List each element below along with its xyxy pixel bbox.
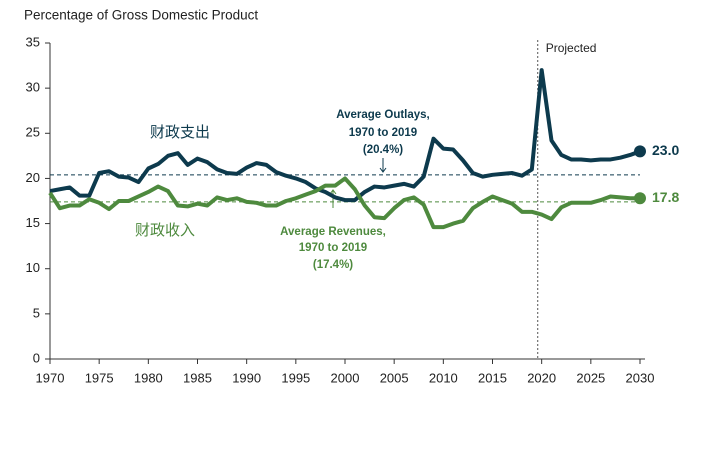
y-tick-label: 10 — [26, 260, 40, 275]
x-tick-label: 2015 — [478, 370, 507, 385]
x-tick-label: 1975 — [85, 370, 114, 385]
x-tick-label: 1990 — [232, 370, 261, 385]
annotation: 1970 to 2019 — [299, 242, 367, 254]
x-tick-label: 2005 — [380, 370, 409, 385]
value-label: 17.8 — [652, 189, 679, 205]
y-tick-label: 0 — [33, 350, 40, 365]
x-tick-label: 2025 — [576, 370, 605, 385]
annotation: Average Outlays, — [336, 109, 430, 121]
y-tick-label: 15 — [26, 215, 40, 230]
x-tick-label: 2030 — [626, 370, 655, 385]
annotation: 1970 to 2019 — [349, 127, 417, 139]
x-tick-label: 2010 — [429, 370, 458, 385]
x-tick-label: 1985 — [183, 370, 212, 385]
x-tick-label: 2000 — [331, 370, 360, 385]
end-point — [634, 192, 646, 205]
series-label: 财政支出 — [150, 124, 210, 141]
end-point — [634, 145, 646, 158]
series-line — [48, 176, 640, 230]
y-tick-label: 30 — [26, 80, 40, 95]
y-tick-label: 25 — [26, 125, 40, 140]
x-tick-label: 2020 — [527, 370, 556, 385]
y-tick-label: 20 — [26, 170, 40, 185]
y-tick-label: 5 — [33, 305, 40, 320]
annotation: (17.4%) — [313, 259, 353, 271]
value-label: 23.0 — [652, 142, 679, 158]
series-line — [49, 68, 641, 203]
annotation: (20.4%) — [363, 144, 403, 156]
arrow-head — [379, 167, 387, 173]
x-tick-label: 1970 — [36, 370, 65, 385]
x-tick-label: 1995 — [281, 370, 310, 385]
x-tick-label: 1980 — [134, 370, 163, 385]
chart-title: Percentage of Gross Domestic Product — [24, 8, 258, 23]
projection-label: Projected — [546, 41, 597, 55]
series-label: 财政收入 — [135, 222, 195, 239]
arrow-head — [329, 189, 337, 195]
annotation: Average Revenues, — [280, 226, 386, 238]
y-tick-label: 35 — [26, 34, 40, 49]
